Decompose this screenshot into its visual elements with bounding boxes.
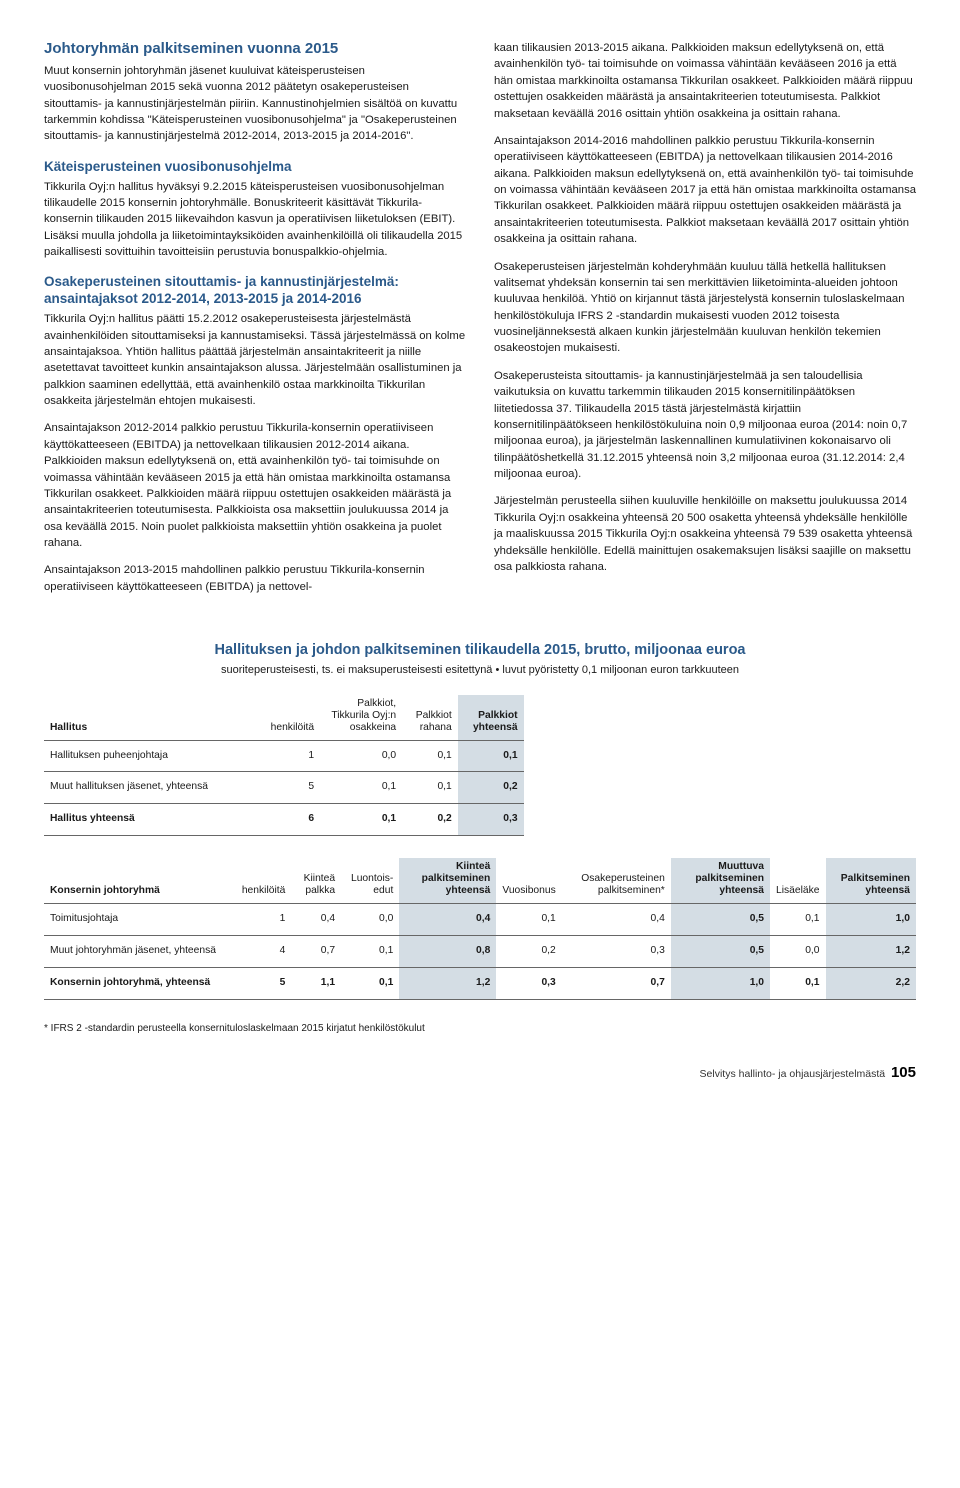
cell: 0,1 [496, 903, 561, 935]
th: Kiinteä palkitseminen yhteensä [399, 858, 496, 903]
table-row: Hallitus yhteensä60,10,20,3 [44, 804, 524, 836]
right-column: kaan tilikausien 2013-2015 aikana. Palkk… [494, 40, 916, 606]
th: Hallitus [44, 695, 265, 740]
para: Järjestelmän perusteella siihen kuuluvil… [494, 493, 916, 575]
para: Ansaintajakson 2012-2014 palkkio perustu… [44, 420, 466, 551]
cell: 0,7 [562, 967, 671, 999]
table-row: Hallituksen puheenjohtaja10,00,10,1 [44, 740, 524, 772]
cell: 0,8 [399, 935, 496, 967]
cell: Muut johtoryhmän jäsenet, yhteensä [44, 935, 236, 967]
th: Luontois-edut [341, 858, 399, 903]
cell: 0,3 [562, 935, 671, 967]
cell: 0,4 [399, 903, 496, 935]
cell: 0,2 [458, 772, 524, 804]
cell: 0,1 [320, 772, 402, 804]
para: Muut konsernin johtoryhmän jäsenet kuulu… [44, 63, 466, 145]
para: Ansaintajakson 2014-2016 mahdollinen pal… [494, 133, 916, 248]
cell: Hallitus yhteensä [44, 804, 265, 836]
table-section: Hallituksen ja johdon palkitseminen tili… [44, 640, 916, 1036]
cell: 0,2 [402, 804, 458, 836]
cell: 5 [265, 772, 321, 804]
cell: 0,3 [458, 804, 524, 836]
cell: 0,7 [291, 935, 341, 967]
cell: Muut hallituksen jäsenet, yhteensä [44, 772, 265, 804]
th: Palkkiot rahana [402, 695, 458, 740]
cell: 0,1 [341, 935, 399, 967]
para: Osakeperusteista sitouttamis- ja kannust… [494, 368, 916, 483]
table-row: Muut hallituksen jäsenet, yhteensä50,10,… [44, 772, 524, 804]
footer-label: Selvitys hallinto- ja ohjausjärjestelmäs… [700, 1068, 886, 1080]
cell: 0,1 [770, 903, 826, 935]
cell: Hallituksen puheenjohtaja [44, 740, 265, 772]
cell: 0,3 [496, 967, 561, 999]
cell: 1,0 [671, 967, 770, 999]
th: henkilöitä [236, 858, 292, 903]
table-hallitus: Hallitus henkilöitä Palkkiot, Tikkurila … [44, 695, 524, 836]
th: Vuosibonus [496, 858, 561, 903]
para: Ansaintajakson 2013-2015 mahdollinen pal… [44, 562, 466, 595]
cell: 0,1 [341, 967, 399, 999]
heading-osake: Osakeperusteinen sitouttamis- ja kannust… [44, 274, 466, 308]
cell: 4 [236, 935, 292, 967]
th: Palkkiot yhteensä [458, 695, 524, 740]
cell: 5 [236, 967, 292, 999]
th: Palkkiot, Tikkurila Oyj:n osakkeina [320, 695, 402, 740]
table-subtitle: suoriteperusteisesti, ts. ei maksuperust… [44, 663, 916, 679]
cell: 1,1 [291, 967, 341, 999]
cell: 0,1 [402, 740, 458, 772]
cell: Konsernin johtoryhmä, yhteensä [44, 967, 236, 999]
cell: 0,1 [458, 740, 524, 772]
cell: 0,0 [341, 903, 399, 935]
heading-main: Johtoryhmän palkitseminen vuonna 2015 [44, 40, 466, 59]
cell: 1,2 [826, 935, 916, 967]
para: Tikkurila Oyj:n hallitus päätti 15.2.201… [44, 311, 466, 409]
cell: 0,1 [320, 804, 402, 836]
table-johtoryhma: Konsernin johtoryhmä henkilöitä Kiinteä … [44, 858, 916, 999]
cell: 0,1 [402, 772, 458, 804]
cell: 6 [265, 804, 321, 836]
table-row: Konsernin johtoryhmä, yhteensä51,10,11,2… [44, 967, 916, 999]
heading-kateis: Käteisperusteinen vuosibonusohjelma [44, 159, 466, 176]
th: henkilöitä [265, 695, 321, 740]
table-footnote: * IFRS 2 -standardin perusteella konsern… [44, 1022, 916, 1037]
cell: 1 [265, 740, 321, 772]
page-number: 105 [891, 1064, 916, 1081]
cell: 1,2 [399, 967, 496, 999]
cell: 0,5 [671, 935, 770, 967]
th: Lisäeläke [770, 858, 826, 903]
cell: 1 [236, 903, 292, 935]
th: Muuttuva palkitseminen yhteensä [671, 858, 770, 903]
cell: 0,2 [496, 935, 561, 967]
th: Palkitseminen yhteensä [826, 858, 916, 903]
th: Konsernin johtoryhmä [44, 858, 236, 903]
cell: 0,4 [291, 903, 341, 935]
cell: 0,4 [562, 903, 671, 935]
table-title: Hallituksen ja johdon palkitseminen tili… [44, 640, 916, 661]
cell: 0,0 [770, 935, 826, 967]
para: kaan tilikausien 2013-2015 aikana. Palkk… [494, 40, 916, 122]
page-footer: Selvitys hallinto- ja ohjausjärjestelmäs… [44, 1062, 916, 1084]
th: Kiinteä palkka [291, 858, 341, 903]
cell: 0,1 [770, 967, 826, 999]
th: Osakeperusteinen palkitseminen* [562, 858, 671, 903]
cell: 0,5 [671, 903, 770, 935]
two-column-body: Johtoryhmän palkitseminen vuonna 2015 Mu… [44, 40, 916, 606]
table-row: Toimitusjohtaja10,40,00,40,10,40,50,11,0 [44, 903, 916, 935]
para: Tikkurila Oyj:n hallitus hyväksyi 9.2.20… [44, 179, 466, 261]
table-row: Muut johtoryhmän jäsenet, yhteensä40,70,… [44, 935, 916, 967]
left-column: Johtoryhmän palkitseminen vuonna 2015 Mu… [44, 40, 466, 606]
cell: 2,2 [826, 967, 916, 999]
cell: 1,0 [826, 903, 916, 935]
cell: 0,0 [320, 740, 402, 772]
cell: Toimitusjohtaja [44, 903, 236, 935]
para: Osakeperusteisen järjestelmän kohderyhmä… [494, 259, 916, 357]
